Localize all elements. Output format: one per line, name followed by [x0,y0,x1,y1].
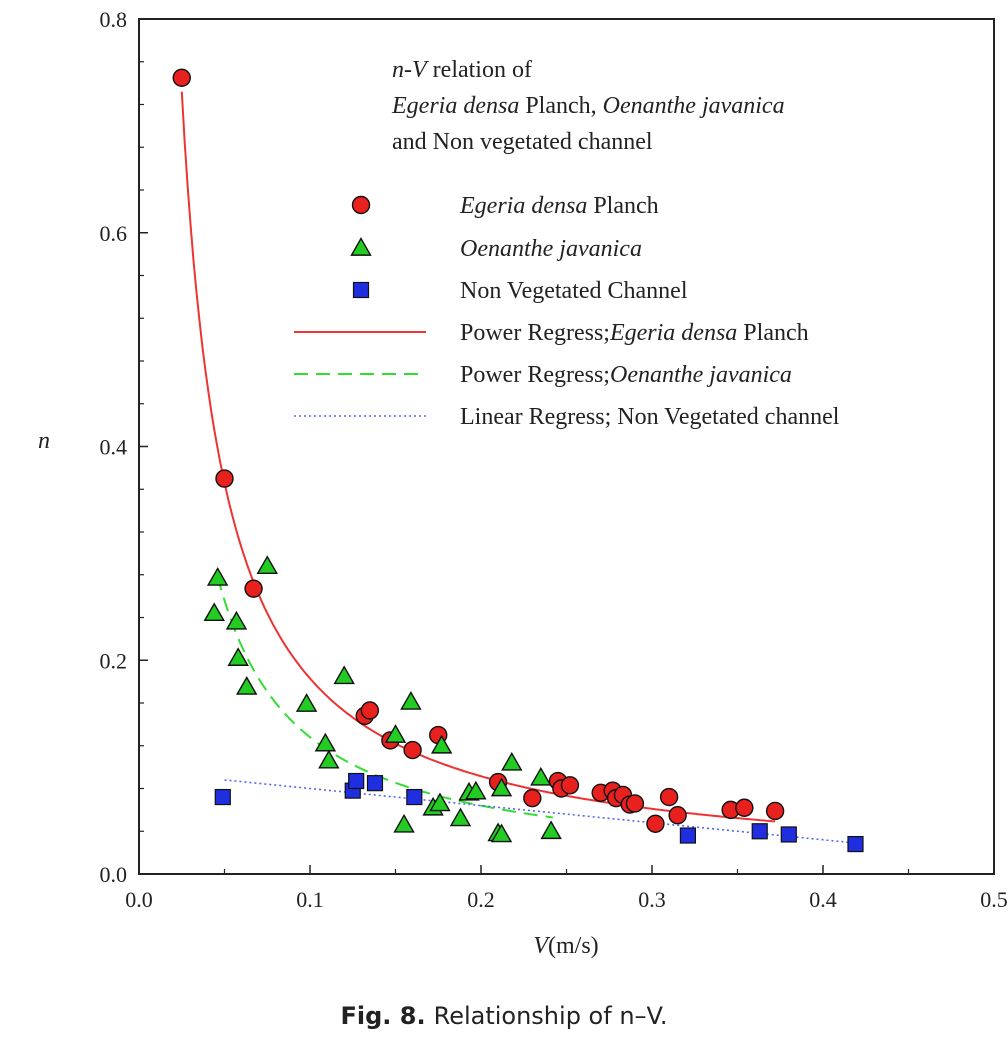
x-tick-label: 0.0 [125,887,153,912]
egeria-point [523,788,542,808]
egeria-point [646,814,665,833]
x-tick-label: 0.2 [467,887,495,912]
annotation-line-2: Egeria densa Planch, Oenanthe javanica [391,93,785,119]
oenanthe-point [236,676,258,695]
legend-marker-2 [350,237,372,256]
x-tick-label: 0.5 [980,887,1008,912]
x-axis-title: V(m/s) [533,933,598,959]
oenanthe-point [318,749,340,769]
axis-ticks: 0.0 0.1 0.2 0.3 0.4 0.5 0.0 0.2 0.4 0.6 0.8 [100,7,1008,912]
oenanthe-point [400,691,422,710]
x-tick-label: 0.1 [296,887,324,912]
y-tick-label: 0.4 [100,435,128,460]
oenanthe-point [449,807,472,827]
oenanthe-point [530,766,552,786]
caption-label: Fig. 8. [340,1002,426,1030]
oenanthe-point [206,567,229,586]
oenanthe-point [227,647,249,666]
oenanthe-point [314,732,337,752]
egeria-point [735,798,754,817]
oenanthe-point [384,724,407,743]
egeria-point [625,794,645,813]
nonveg-point [406,788,423,806]
oenanthe-point [465,780,487,800]
nonveg-point [679,827,697,844]
legend-marker-1 [351,195,371,215]
figure-caption: Fig. 8. Relationship of n–V. [0,1002,1008,1030]
legend-label-6: Linear Regress; Non Vegetated channel [460,404,840,430]
annotation: n-V relation of Egeria densa Planch, Oen… [391,57,785,155]
oenanthe-point [540,820,562,840]
egeria-point [244,579,263,598]
egeria-point [172,68,191,87]
oenanthe-point [393,813,415,833]
caption-text: Relationship of n–V. [433,1002,668,1030]
data-points [172,68,864,853]
egeria-point [765,801,785,821]
nonveg-point [366,775,384,792]
nonveg-point [780,826,797,843]
fit-line-2 [216,576,553,819]
legend-label-5: Power Regress;Oenanthe javanica [460,362,792,388]
egeria-point [360,701,380,720]
legend-marker-3 [352,281,370,299]
oenanthe-point [225,610,248,630]
oenanthe-point [490,823,513,843]
y-tick-label: 0.0 [100,862,128,887]
oenanthe-point [490,777,513,797]
egeria-point [560,776,580,795]
x-tick-label: 0.4 [809,887,837,912]
nonveg-point [847,835,864,853]
oenanthe-point [430,734,453,754]
legend-label-3: Non Vegetated Channel [460,278,688,304]
y-tick-label: 0.2 [100,648,128,673]
oenanthe-point [501,751,523,771]
legend-label-1: Egeria densa Planch [459,193,659,219]
nonveg-point [751,823,768,840]
oenanthe-point [333,665,355,685]
oenanthe-point [203,602,225,622]
annotation-line-1: n-V relation of [392,57,532,83]
egeria-point [668,806,687,825]
nonveg-point [214,788,231,806]
egeria-point [403,740,422,760]
oenanthe-point [295,693,318,712]
y-tick-label: 0.8 [100,7,128,32]
nonveg-point [348,772,365,790]
legend: Egeria densa Planch Oenanthe javanica Non … [294,193,840,430]
legend-label-2: Oenanthe javanica [460,236,642,262]
egeria-point [215,469,234,488]
y-axis-title: n [38,428,50,454]
fit-line-3 [224,779,858,844]
x-tick-label: 0.3 [638,887,666,912]
y-tick-label: 0.6 [100,221,128,246]
annotation-line-3: and Non vegetated channel [392,129,653,155]
legend-label-4: Power Regress;Egeria densa Planch [460,320,809,346]
n-v-chart: 0.0 0.1 0.2 0.3 0.4 0.5 0.0 0.2 0.4 0.6 0.8 V(m/s)… [38,7,1008,959]
egeria-point [659,787,679,807]
oenanthe-point [429,792,451,812]
oenanthe-point [256,555,278,575]
